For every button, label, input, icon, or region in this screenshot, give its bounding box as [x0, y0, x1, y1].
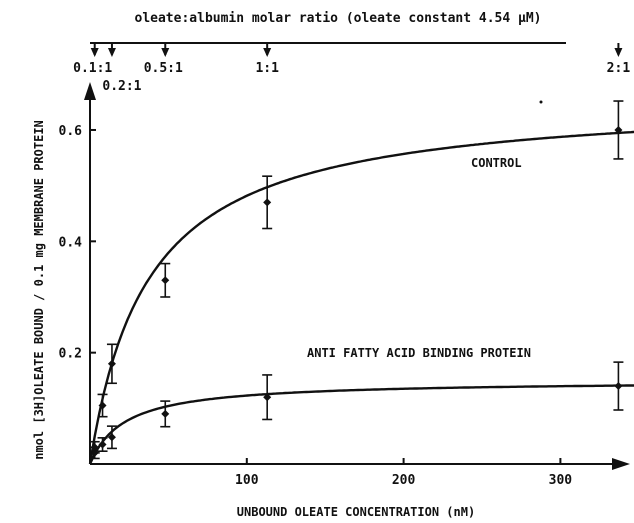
ratio-marker-arrow-1	[107, 48, 116, 57]
series-0	[88, 100, 634, 465]
x-ticks: 100 200 300	[235, 458, 572, 488]
ratio-marker-label-2: 0.5:1	[144, 61, 183, 76]
series-0-point-4	[263, 198, 272, 207]
top-axis-markers: 0.1:1 0.2:10.5:1 1:1 2:1	[73, 43, 630, 94]
series-1-point-3	[161, 409, 170, 418]
stray-mark	[539, 100, 543, 104]
y-axis-title-isotope: [3H]	[32, 395, 46, 424]
y-tick-label-1: 0.4	[59, 235, 83, 250]
y-tick-label-0: 0.2	[59, 347, 82, 362]
series-0-point-2	[107, 359, 116, 368]
axes	[84, 82, 630, 470]
y-axis-arrowhead	[84, 82, 96, 100]
ratio-marker-label-4: 2:1	[607, 61, 631, 76]
series-0-fit-curve	[88, 130, 634, 465]
x-tick-label-0: 100	[235, 473, 259, 488]
ratio-marker-arrow-0	[90, 48, 99, 57]
x-tick-label-1: 200	[392, 473, 416, 488]
ratio-marker-arrow-2	[161, 48, 170, 57]
top-axis-title: oleate:albumin molar ratio (oleate const…	[135, 11, 542, 26]
ratio-marker-arrow-3	[263, 48, 272, 57]
series-label-anti-fabp: ANTI FATTY ACID BINDING PROTEIN	[307, 346, 531, 360]
x-axis-arrowhead	[612, 458, 630, 470]
series-0-point-1	[98, 401, 107, 410]
y-axis-title-prefix: nmol	[32, 424, 46, 460]
y-tick-label-2: 0.6	[59, 124, 83, 139]
series-1-point-4	[263, 393, 272, 402]
ratio-marker-label-0: 0.1:1	[73, 61, 112, 76]
ratio-marker-label-3: 1:1	[255, 61, 279, 76]
y-ticks: 0.2 0.4 0.6	[59, 124, 96, 362]
series-1	[88, 361, 634, 465]
series-1-point-0	[90, 448, 99, 457]
series-0-point-5	[614, 125, 623, 134]
ratio-marker-label-1: 0.2:1	[102, 79, 141, 94]
series-0-point-3	[161, 276, 170, 285]
series-1-point-5	[614, 382, 623, 391]
series-group	[88, 100, 634, 465]
series-label-control: CONTROL	[471, 156, 522, 170]
y-axis-title-rest: OLEATE BOUND / 0.1 mg MEMBRANE PROTEIN	[32, 120, 46, 395]
series-1-point-2	[107, 433, 116, 442]
ratio-marker-arrow-4	[614, 48, 623, 57]
series-1-point-1	[98, 440, 107, 449]
series-1-fit-curve	[88, 384, 634, 465]
x-axis-title: UNBOUND OLEATE CONCENTRATION (nM)	[237, 505, 475, 519]
y-axis-title: nmol [3H]OLEATE BOUND / 0.1 mg MEMBRANE …	[32, 120, 46, 460]
x-tick-label-2: 300	[549, 473, 573, 488]
